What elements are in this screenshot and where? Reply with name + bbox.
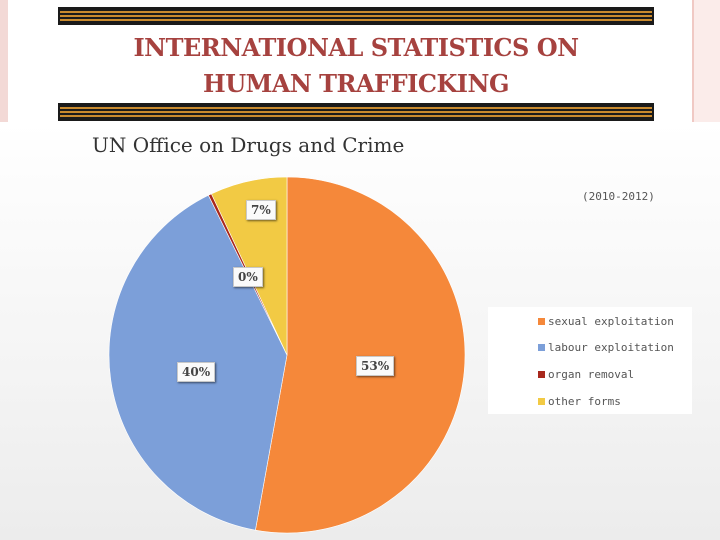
- decorative-bar-top: [58, 7, 654, 25]
- legend-label: sexual exploitation: [548, 314, 674, 328]
- legend-swatch: [538, 397, 545, 405]
- legend-label: labour exploitation: [548, 340, 674, 354]
- decorative-bar-bottom: [58, 103, 654, 121]
- slide-title: INTERNATIONAL STATISTICS ON HUMAN TRAFFI…: [60, 30, 652, 102]
- legend-item-sexual-exploitation: sexual exploitation: [538, 314, 674, 328]
- legend-item-organ-removal: organ removal: [538, 367, 634, 381]
- pie-slice-other-forms: [211, 176, 288, 356]
- legend-label: organ removal: [548, 367, 635, 381]
- data-label-labour-exploitation: 40%: [177, 362, 216, 382]
- slide-title-line-2: HUMAN TRAFFICKING: [203, 69, 509, 98]
- chart-legend: sexual exploitation labour exploitation …: [488, 307, 692, 414]
- legend-label: other forms: [548, 394, 621, 408]
- legend-swatch: [538, 370, 545, 378]
- slide-title-line-1: INTERNATIONAL STATISTICS ON: [133, 33, 579, 62]
- data-label-other-forms: 7%: [246, 200, 276, 220]
- chart-title: UN Office on Drugs and Crime: [92, 133, 405, 157]
- data-label-sexual-exploitation: 53%: [356, 356, 395, 376]
- legend-item-other-forms: other forms: [538, 394, 621, 408]
- data-label-organ-removal: 0%: [233, 267, 263, 287]
- legend-swatch: [538, 343, 545, 351]
- chart-period: (2010-2012): [582, 190, 655, 203]
- legend-swatch: [538, 317, 545, 325]
- pie-slice-sexual-exploitation: [255, 176, 466, 534]
- legend-item-labour-exploitation: labour exploitation: [538, 340, 674, 354]
